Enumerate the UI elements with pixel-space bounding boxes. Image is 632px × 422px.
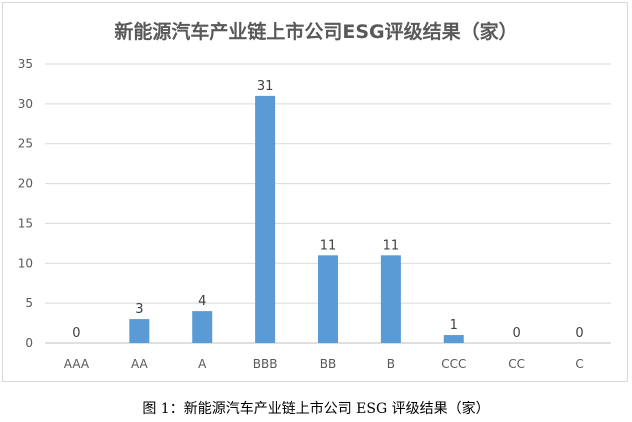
data-label-cc: 0 [513, 326, 521, 341]
x-tick-label-aaa: AAA [64, 357, 90, 371]
x-axis: AAA AA A BBB BB B CCC CC C [64, 357, 584, 371]
y-tick-label: 0 [25, 336, 33, 350]
bar-aa [129, 319, 150, 343]
y-tick-label: 5 [25, 296, 33, 310]
chart-title: 新能源汽车产业链上市公司ESG评级结果（家） [114, 20, 517, 43]
y-tick-label: 15 [18, 216, 33, 230]
data-label-a: 4 [198, 294, 206, 309]
bar-ccc [443, 335, 464, 343]
y-tick-label: 25 [18, 137, 33, 151]
y-tick-label: 20 [18, 177, 33, 191]
x-tick-label-bbb: BBB [253, 357, 278, 371]
x-tick-label-bb: BB [320, 357, 336, 371]
y-tick-label: 30 [18, 97, 33, 111]
data-label-bb: 11 [320, 238, 337, 253]
bar-a [192, 311, 213, 343]
bar-bb [318, 255, 338, 343]
y-axis: 0 5 10 15 20 25 30 35 [18, 57, 33, 350]
bars [129, 95, 464, 343]
figure-caption: 图 1：新能源汽车产业链上市公司 ESG 评级结果（家） [142, 401, 490, 417]
data-label-b: 11 [383, 238, 400, 253]
bar-b [380, 255, 401, 343]
y-tick-label: 10 [18, 256, 33, 270]
data-label-aaa: 0 [72, 326, 80, 341]
x-tick-label-a: A [198, 357, 207, 371]
y-tick-label: 35 [18, 57, 33, 71]
x-tick-label-c: C [575, 357, 583, 371]
x-tick-label-ccc: CCC [441, 357, 466, 371]
bar-bbb [255, 95, 276, 343]
data-label-bbb: 31 [257, 79, 274, 94]
x-tick-label-b: B [387, 357, 395, 371]
x-tick-label-cc: CC [508, 357, 525, 371]
data-label-c: 0 [575, 326, 583, 341]
data-label-aa: 3 [135, 302, 143, 317]
data-label-ccc: 1 [450, 318, 458, 333]
x-tick-label-aa: AA [131, 357, 149, 371]
